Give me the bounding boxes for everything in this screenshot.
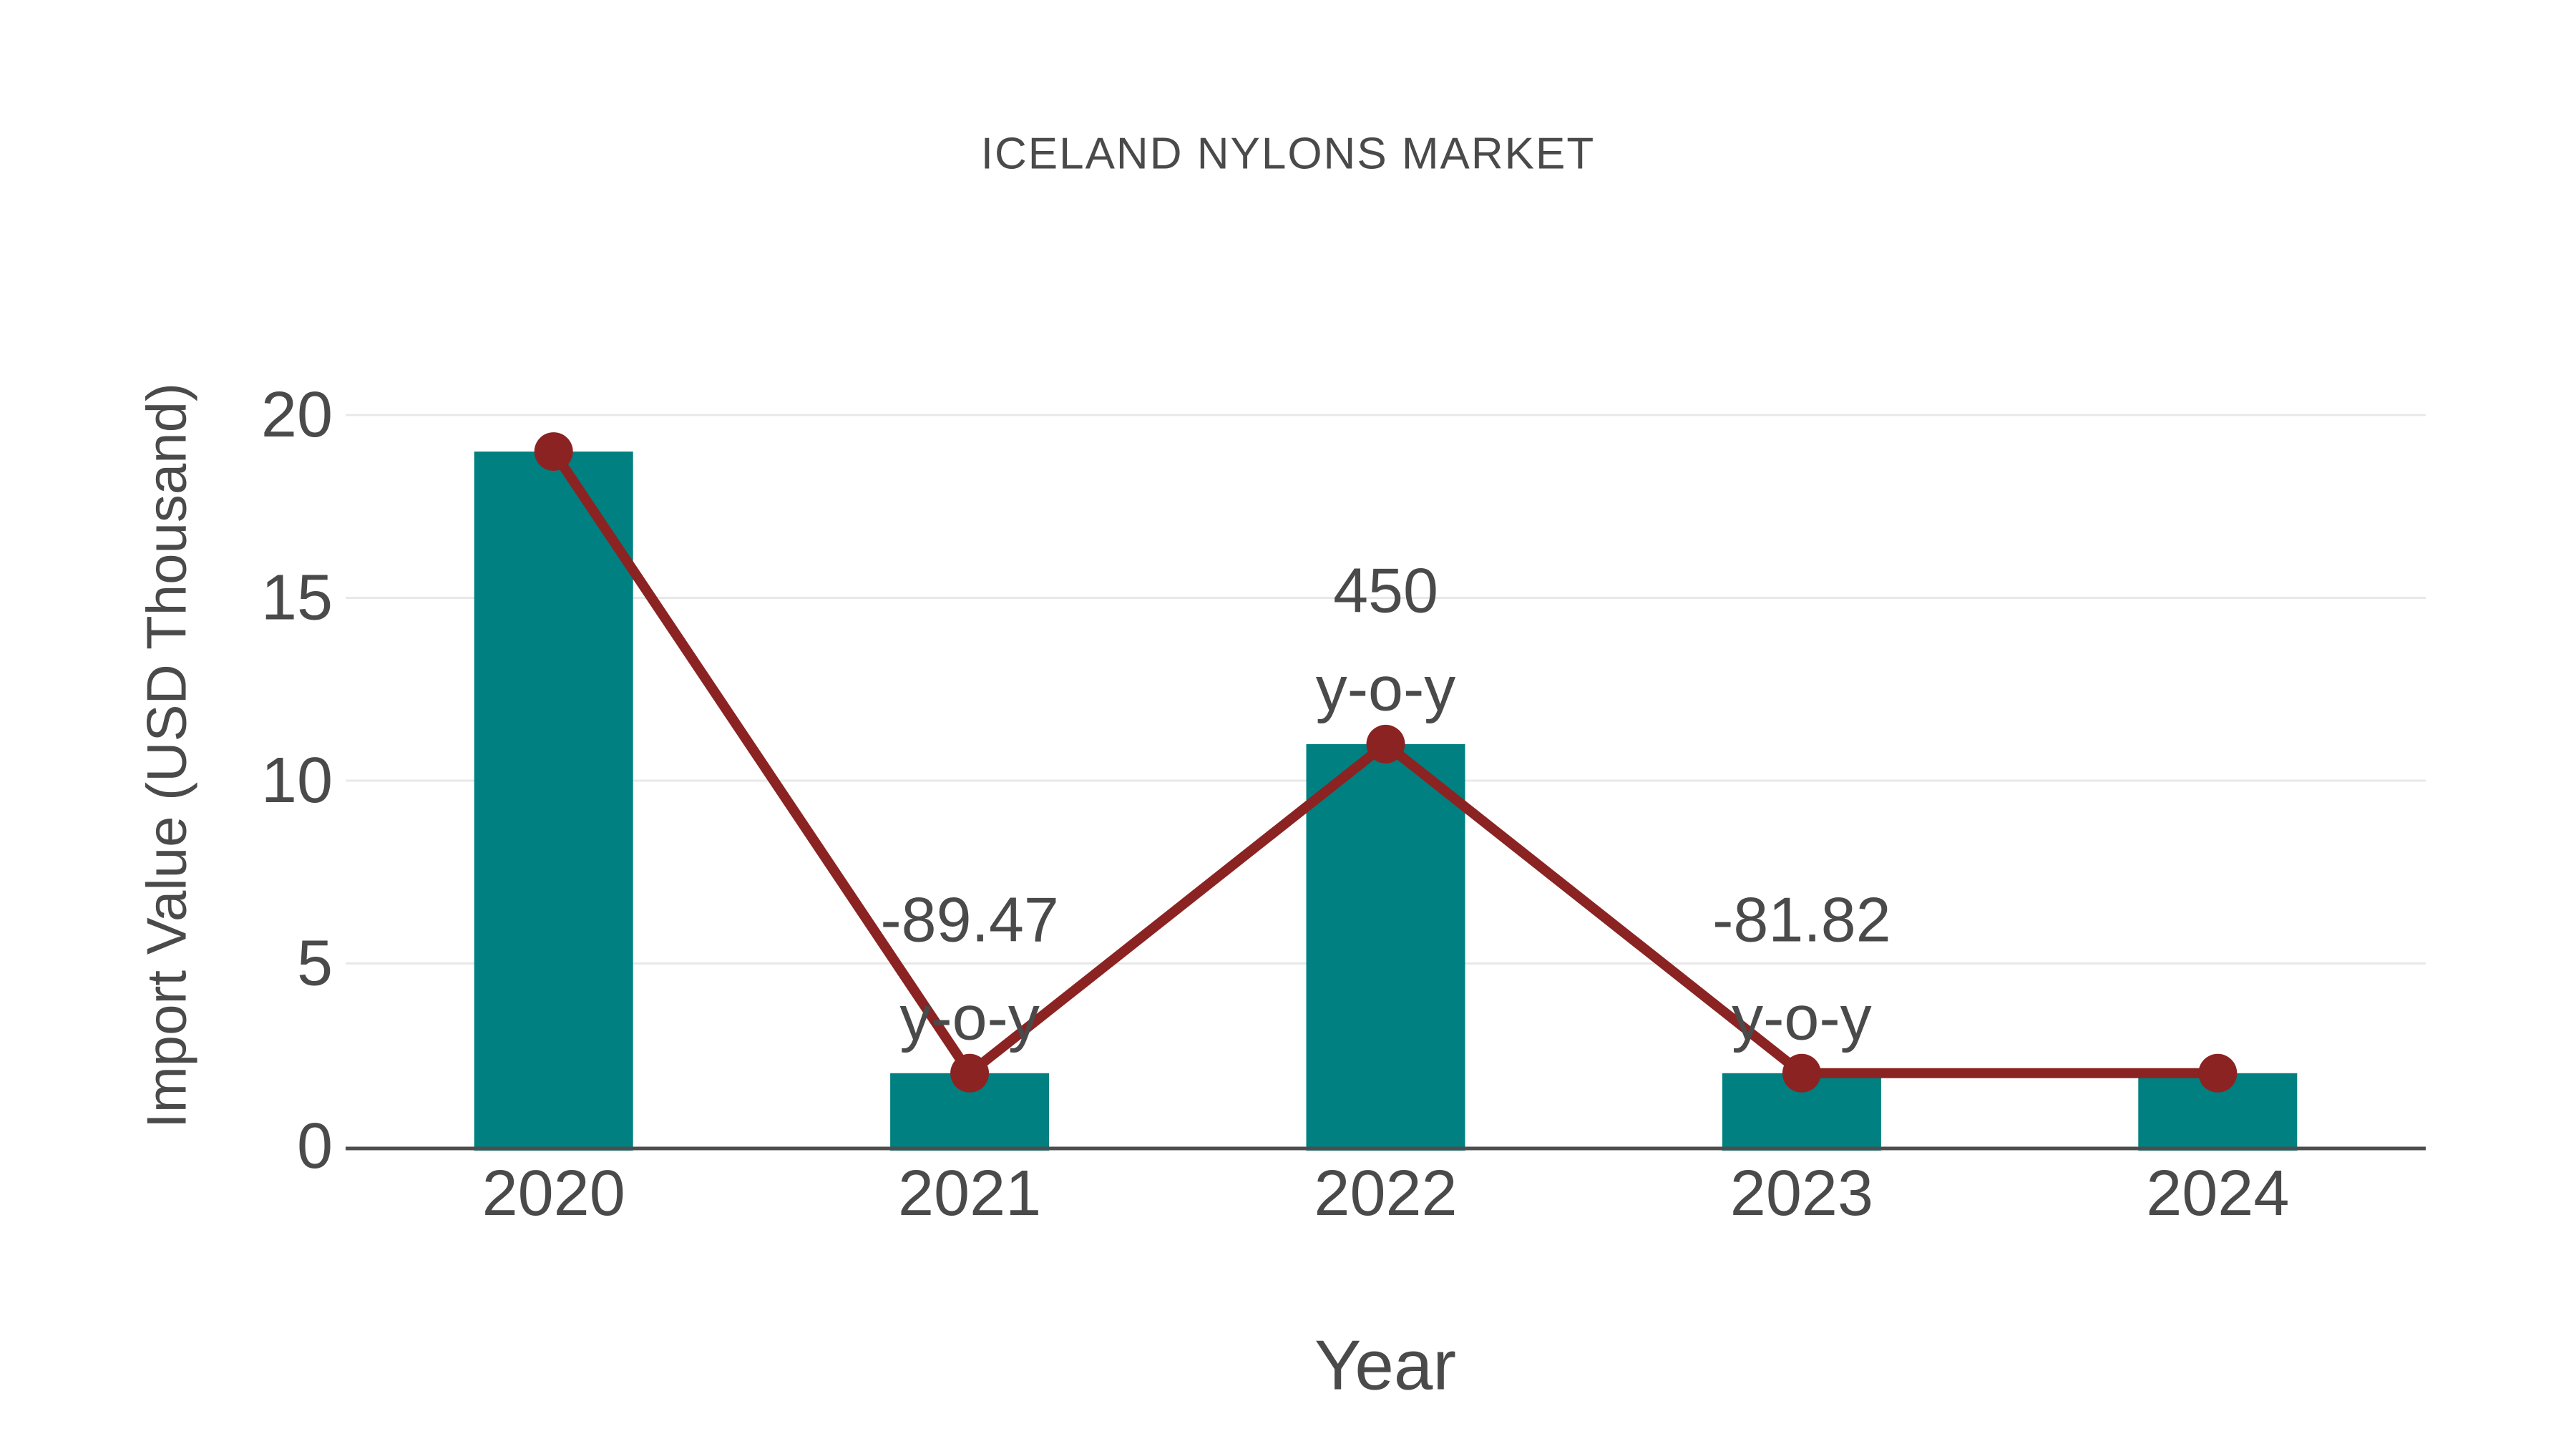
- annotation-value-2023: -81.82: [1712, 884, 1891, 955]
- bar-2022: [1306, 743, 1465, 1151]
- x-tick-label-2024: 2024: [2146, 1158, 2289, 1229]
- y-tick-label-0: 0: [297, 1111, 333, 1182]
- x-tick-label-2023: 2023: [1730, 1158, 1873, 1229]
- trend-marker-2021: [950, 1053, 990, 1093]
- annotation-yoy-2022: y-o-y: [1316, 653, 1456, 723]
- annotation-yoy-2021: y-o-y: [899, 982, 1040, 1053]
- annotation-yoy-2023: y-o-y: [1732, 982, 1872, 1053]
- trend-marker-2023: [1782, 1053, 1821, 1093]
- x-axis-title: Year: [1314, 1325, 1457, 1405]
- chart-title: ICELAND NYLONS MARKET: [980, 129, 1596, 179]
- trend-marker-2024: [2198, 1053, 2238, 1093]
- y-tick-label-10: 10: [261, 745, 333, 816]
- y-tick-label-5: 5: [297, 928, 333, 1000]
- bar-2020: [474, 452, 633, 1151]
- annotation-value-2021: -89.47: [880, 884, 1059, 955]
- trend-marker-2020: [534, 432, 573, 472]
- x-tick-label-2020: 2020: [482, 1158, 625, 1229]
- y-tick-label-15: 15: [261, 562, 333, 634]
- x-tick-label-2021: 2021: [898, 1158, 1041, 1229]
- y-tick-label-20: 20: [261, 379, 333, 451]
- x-tick-label-2022: 2022: [1314, 1158, 1457, 1229]
- annotation-value-2022: 450: [1333, 555, 1438, 625]
- trend-marker-2022: [1366, 724, 1405, 763]
